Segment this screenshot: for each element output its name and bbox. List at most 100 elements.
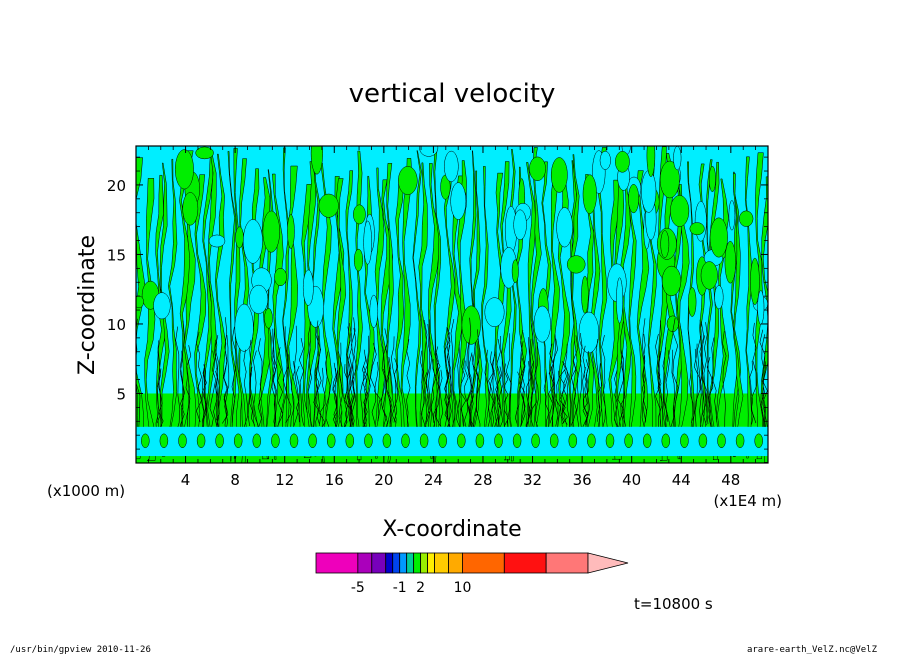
field-cell	[419, 146, 439, 157]
updraft-plume	[194, 174, 207, 454]
surface-cell	[717, 433, 726, 449]
surface-cell	[549, 433, 559, 449]
contour-line	[247, 339, 253, 427]
contour-line	[657, 320, 664, 430]
contour-line	[316, 335, 322, 426]
surface-band	[136, 426, 768, 457]
surface-cell	[605, 433, 615, 449]
contour-line	[391, 358, 398, 424]
field-cell	[582, 174, 597, 214]
updraft-plume	[744, 156, 753, 459]
updraft-plume	[412, 150, 422, 451]
surface-cell	[438, 433, 447, 449]
contour-line	[543, 372, 550, 437]
field-cell	[728, 200, 736, 231]
contour-line	[444, 327, 451, 442]
field-cell	[659, 160, 680, 199]
contour-line	[464, 360, 469, 429]
contour-line	[693, 343, 701, 436]
surface-cell	[754, 433, 763, 449]
x-axis-unit-right: (x1E4 m)	[713, 492, 782, 510]
contour-line	[706, 357, 714, 438]
updraft-plume	[215, 153, 227, 449]
x-tick-label: 12	[275, 471, 294, 489]
surface-cell	[308, 433, 317, 449]
contour-line	[520, 341, 526, 429]
contour-line	[570, 361, 577, 426]
surface-cell	[475, 433, 485, 449]
contour-line	[555, 370, 561, 429]
contour-line	[641, 355, 647, 422]
field-cell	[234, 303, 254, 352]
updraft-plume	[500, 161, 512, 461]
velocity-field	[136, 146, 768, 463]
surface-cell	[419, 433, 429, 449]
x-tick-label: 44	[672, 471, 691, 489]
surface-cell	[624, 433, 633, 449]
field-cell	[369, 294, 379, 328]
contour-line	[213, 339, 219, 436]
contour-line	[530, 361, 537, 427]
updraft-plume	[354, 150, 363, 461]
contour-line	[751, 322, 758, 424]
updraft-plume	[760, 176, 768, 463]
plot-area	[135, 145, 769, 464]
field-cell	[673, 146, 682, 171]
surface-cell	[587, 433, 596, 449]
contour-line	[253, 350, 259, 436]
contour-line	[551, 334, 557, 433]
contour-line	[298, 338, 305, 426]
contour-line	[662, 347, 669, 422]
updraft-plume	[386, 163, 397, 463]
contour-line	[307, 321, 313, 435]
updraft-plume	[732, 173, 744, 457]
contour-line	[293, 325, 300, 427]
contour-line	[450, 318, 457, 433]
surface-cell	[215, 433, 224, 449]
contour-line	[528, 323, 535, 435]
field-cell	[353, 204, 366, 225]
field-cell	[533, 305, 551, 343]
plot-frame	[135, 145, 769, 464]
surface-cell	[642, 433, 652, 449]
updraft-plume	[400, 158, 414, 451]
contour-line	[761, 334, 766, 433]
surface-cell	[233, 433, 243, 449]
surface-cell	[698, 433, 708, 449]
contour-line	[271, 328, 276, 423]
updraft-plume	[301, 184, 313, 458]
contour-line	[495, 339, 502, 440]
contour-line	[370, 342, 377, 436]
field-cell	[302, 269, 314, 306]
field-cell	[235, 226, 244, 249]
colorbar-segment	[427, 552, 435, 574]
field-cell	[363, 220, 372, 265]
footer-left: /usr/bin/gpview 2010-11-26	[10, 645, 151, 654]
field-cell	[646, 146, 656, 177]
contour-line	[586, 351, 592, 442]
updraft-plume	[585, 174, 595, 450]
contour-line	[346, 322, 353, 422]
field-cell	[195, 146, 214, 160]
surface-cell	[512, 433, 522, 449]
colorbar-arrow	[587, 552, 629, 574]
contour-line	[578, 332, 583, 441]
field-cell	[689, 222, 705, 236]
contour-line	[380, 368, 387, 433]
contour-line	[581, 345, 588, 441]
contour-line	[697, 319, 702, 442]
y-tick-label: 5	[116, 385, 126, 403]
field-cell	[581, 275, 589, 314]
x-tick-label: 4	[181, 471, 191, 489]
contour-line	[243, 349, 249, 438]
contour-line	[559, 361, 566, 424]
field-cell	[599, 150, 611, 170]
contour-line	[430, 358, 437, 436]
contour-line	[657, 351, 663, 439]
x-tick-label: 28	[473, 471, 492, 489]
contour-line	[209, 350, 217, 428]
surface-cell	[364, 433, 373, 449]
contour-line	[519, 358, 525, 426]
field-cell	[287, 214, 295, 249]
contour-line	[722, 331, 727, 431]
